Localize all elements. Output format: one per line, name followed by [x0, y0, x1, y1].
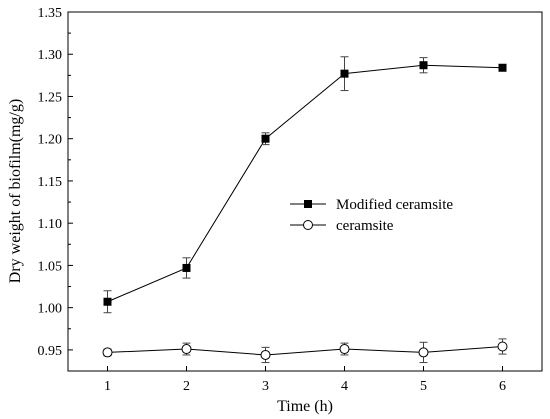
- series-1: [102, 338, 508, 364]
- data-point: [182, 263, 191, 272]
- x-axis-label: Time (h): [277, 398, 333, 415]
- data-point: [339, 344, 350, 355]
- y-axis: 0.95 1.00 1.05 1.10 1.15 1.20 1.25 1.30 1.35: [38, 6, 73, 359]
- data-point: [419, 61, 428, 70]
- y-tick-label: 1.20: [38, 133, 63, 148]
- y-tick-label: 1.15: [38, 175, 63, 190]
- data-point: [103, 297, 112, 306]
- x-tick-label: 1: [104, 379, 111, 394]
- x-tick-label: 2: [183, 379, 190, 394]
- data-point: [340, 69, 349, 78]
- y-tick-label: 0.95: [38, 344, 63, 359]
- data-point: [418, 347, 429, 358]
- legend-marker-ceramsite: [303, 220, 313, 230]
- legend-marker-modified-ceramsite: [304, 200, 312, 208]
- data-point: [261, 134, 270, 143]
- y-tick-label: 1.35: [38, 6, 63, 21]
- series-line: [107, 64, 503, 303]
- series-0: [103, 56, 507, 314]
- data-point: [498, 63, 507, 72]
- y-tick-label: 1.10: [38, 217, 63, 232]
- x-tick-label: 4: [341, 379, 348, 394]
- data-point: [497, 341, 508, 352]
- legend: Modified ceramsite ceramsite: [290, 197, 453, 234]
- y-tick-label: 1.25: [38, 90, 63, 105]
- data-point: [260, 349, 271, 360]
- x-tick-label: 6: [499, 379, 506, 394]
- series-layer: [102, 56, 508, 364]
- series-line: [107, 346, 503, 356]
- data-point: [181, 344, 192, 355]
- data-point: [102, 347, 113, 358]
- x-tick-label: 3: [262, 379, 269, 394]
- legend-label-ceramsite: ceramsite: [336, 218, 394, 234]
- x-tick-label: 5: [420, 379, 427, 394]
- y-axis-label: Dry weight of biofilm(mg/g): [7, 99, 24, 283]
- y-tick-label: 1.05: [38, 259, 63, 274]
- x-axis: 1 2 3 4 5 6: [104, 366, 506, 394]
- y-tick-label: 1.30: [38, 48, 63, 63]
- legend-label-modified-ceramsite: Modified ceramsite: [336, 197, 453, 213]
- plot-frame: [67, 11, 543, 372]
- y-tick-label: 1.00: [38, 302, 63, 317]
